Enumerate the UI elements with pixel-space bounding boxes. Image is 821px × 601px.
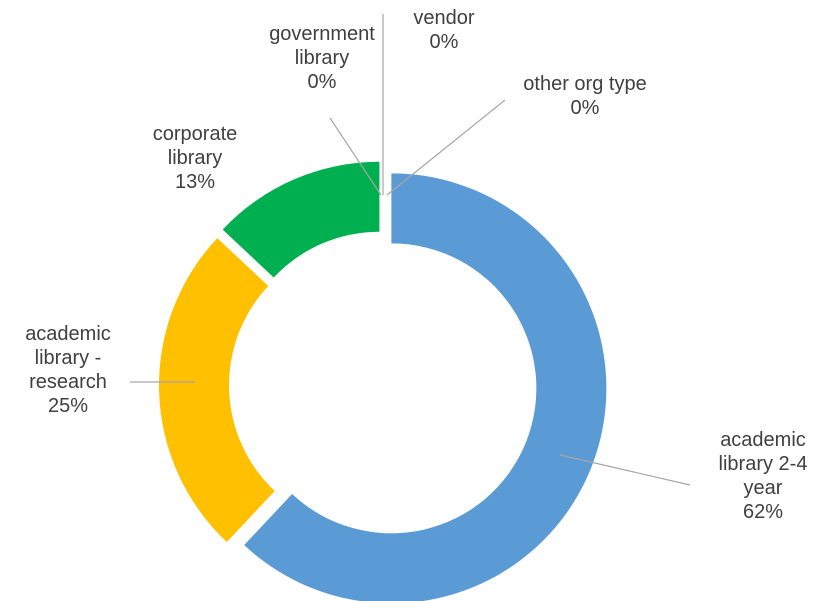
donut-slice (244, 173, 607, 601)
donut-slice (159, 238, 275, 543)
leader-line (329, 117, 382, 196)
label-box: corporate library 13% (135, 122, 255, 194)
category-label: government library (269, 23, 375, 69)
value-label: 0% (429, 31, 459, 53)
value-label: 25% (47, 395, 89, 417)
label-box: academic library 2-4 year 62% (698, 428, 821, 524)
category-label: vendor (413, 7, 475, 29)
label-box: academic library - research 25% (8, 322, 128, 418)
value-label: 62% (742, 501, 784, 523)
value-label: 13% (174, 171, 216, 193)
category-label: academic library - research (25, 323, 111, 393)
donut-slice (222, 161, 380, 278)
category-label: academic library 2-4 year (718, 429, 808, 499)
category-label: other org type (523, 73, 647, 95)
value-label: 0% (307, 71, 337, 93)
label-box: vendor 0% (394, 6, 494, 54)
label-box: government library 0% (252, 22, 392, 94)
category-label: corporate library (152, 123, 238, 169)
value-label: 0% (570, 97, 600, 119)
leader-line (386, 99, 506, 196)
leader-line (559, 454, 691, 486)
label-box: other org type 0% (495, 72, 675, 120)
